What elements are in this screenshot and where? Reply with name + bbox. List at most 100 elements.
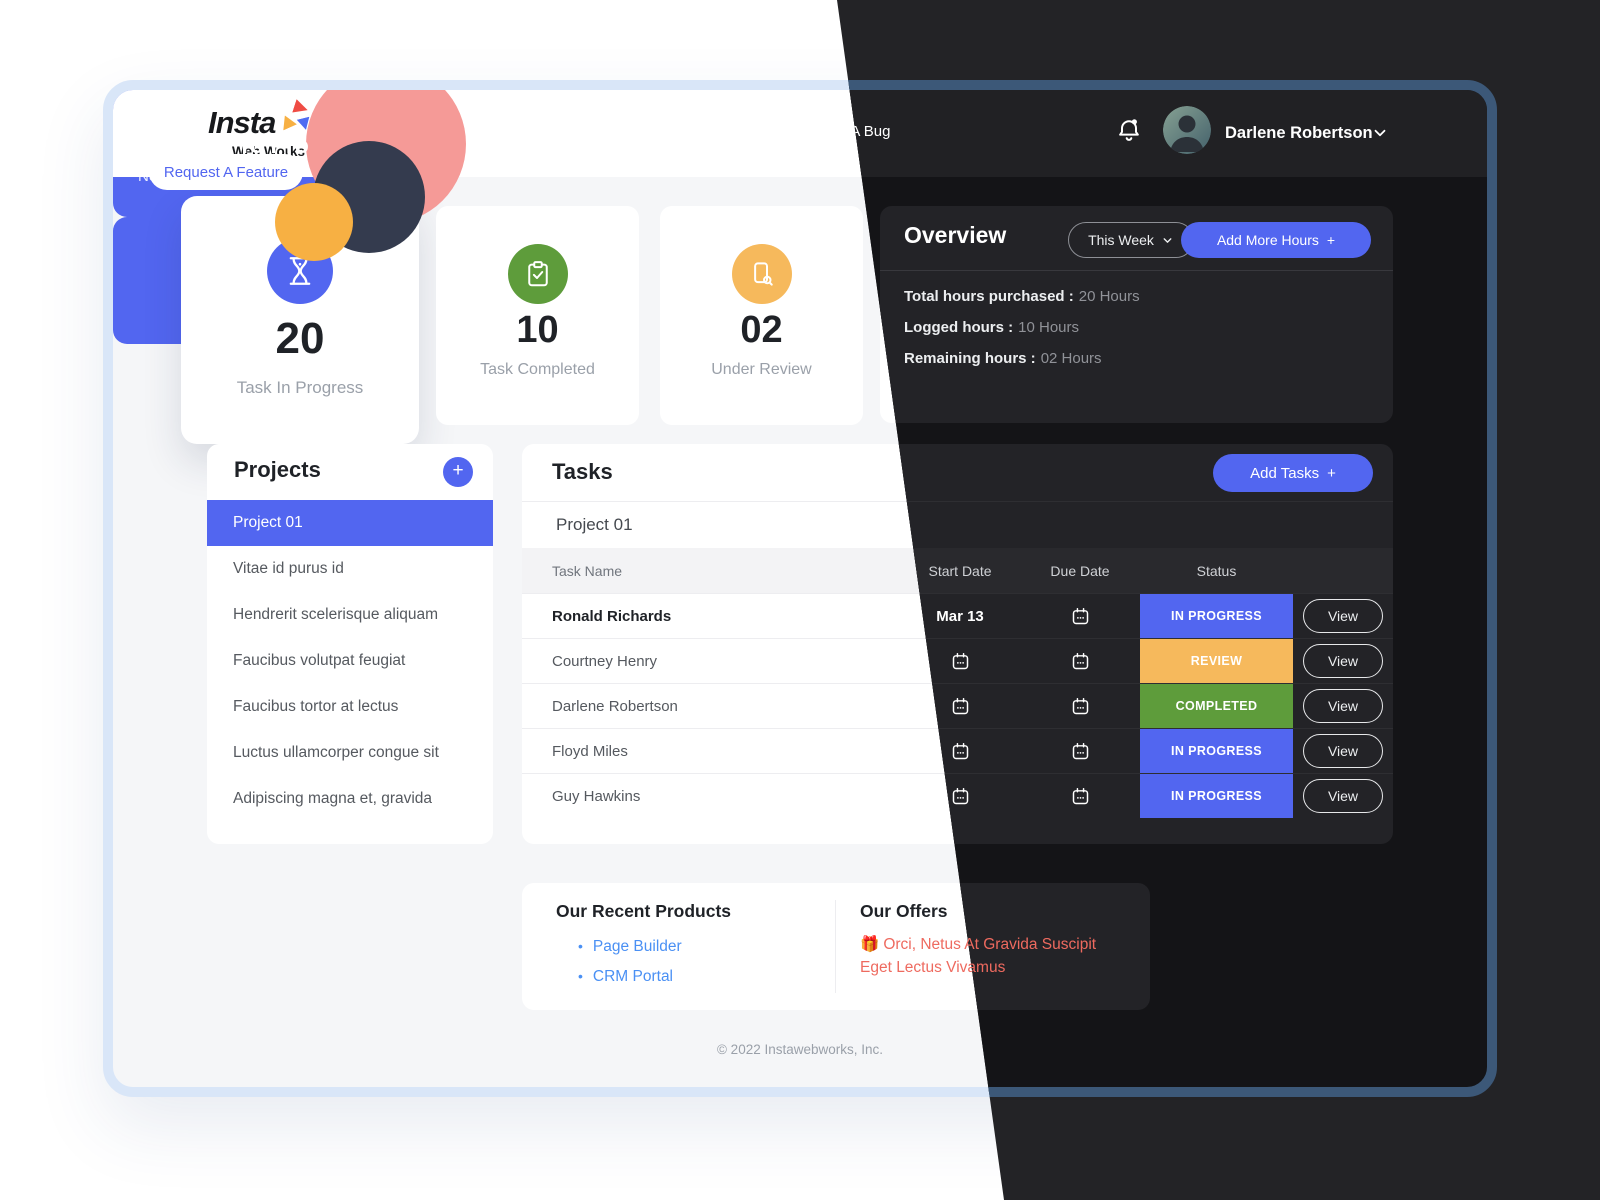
overview-row: Logged hours :10 Hours	[904, 319, 1079, 336]
task-name: Guy Hawkins	[552, 787, 641, 805]
column-header-due-date: Due Date	[1050, 562, 1110, 579]
upgrade-title: Upgrade To Pro	[138, 132, 309, 158]
contact-us-link[interactable]: Contact Us	[709, 122, 784, 140]
calendar-icon	[1070, 741, 1091, 762]
status-badge: COMPLETED	[1140, 684, 1293, 728]
calendar-icon	[950, 786, 971, 807]
overview-row-value: 02 Hours	[1040, 350, 1102, 367]
stat-label: Under Review	[711, 361, 812, 378]
overview-row-value: 20 Hours	[1078, 288, 1140, 305]
plus-icon: +	[1326, 232, 1336, 248]
view-button[interactable]: View	[1303, 644, 1383, 678]
calendar-icon	[1070, 696, 1091, 717]
view-button[interactable]: View	[1303, 734, 1383, 768]
overview-row: Total hours purchased :20 Hours	[904, 288, 1140, 305]
stat-label: Task Completed	[480, 361, 595, 378]
top-bar: Insta Web Works	[837, 90, 1487, 177]
table-row: Darlene Robertson COMPLETED View	[837, 683, 1393, 728]
status-badge: REVIEW	[1140, 639, 1293, 683]
user-avatar[interactable]	[1163, 106, 1211, 154]
overview-row: Remaining hours :02 Hours	[904, 350, 1102, 367]
project-item[interactable]: Luctus ullamcorper congue sit	[233, 744, 439, 761]
period-value: This Week	[1088, 232, 1154, 248]
product-link-label: CRM Portal	[592, 968, 674, 985]
vertical-divider	[835, 900, 836, 993]
decorative-circle-orange	[275, 183, 353, 261]
stat-value: 20	[275, 314, 325, 363]
calendar-icon	[1070, 651, 1091, 672]
task-name: Courtney Henry	[552, 652, 658, 670]
calendar-icon	[1070, 786, 1091, 807]
product-link[interactable]: • Page Builder	[578, 938, 682, 956]
bullet-icon: •	[578, 968, 583, 984]
chevron-down-icon	[1163, 237, 1172, 243]
calendar-icon	[950, 741, 971, 762]
calendar-icon	[950, 696, 971, 717]
project-item-selected[interactable]: Project 01	[207, 500, 493, 546]
clipboard-check-icon	[507, 244, 568, 304]
bullet-icon: •	[578, 938, 583, 954]
task-name: Floyd Miles	[552, 742, 628, 760]
notification-bell-icon[interactable]	[1115, 116, 1143, 146]
table-row: Ronald Richards Mar 13 IN PROGRESS View	[837, 593, 1393, 638]
user-name[interactable]: Darlene Robertson	[1225, 124, 1373, 142]
stat-card-completed: 10 Task Completed	[436, 206, 639, 425]
overview-row-label: Logged hours :	[904, 319, 1014, 336]
column-header-start-date: Start Date	[928, 562, 992, 579]
product-link-label: Page Builder	[592, 938, 682, 955]
logo-triangle-red-icon	[292, 99, 310, 117]
add-tasks-button[interactable]: Add Tasks +	[1213, 454, 1373, 492]
table-row: Courtney Henry REVIEW View	[837, 638, 1393, 683]
stat-card-under-review: 02 Under Review	[660, 206, 863, 425]
tasks-project-name: Project 01	[556, 515, 633, 534]
status-badge: IN PROGRESS	[1140, 774, 1293, 818]
overview-row-value: 10 Hours	[1018, 319, 1080, 336]
column-header-status: Status	[1196, 562, 1237, 579]
view-button[interactable]: View	[1303, 689, 1383, 723]
project-item[interactable]: Hendrerit scelerisque aliquam	[233, 606, 439, 623]
project-item[interactable]: Vitae id purus id	[233, 560, 344, 577]
logo-text: Insta	[208, 105, 276, 140]
status-badge: IN PROGRESS	[1140, 729, 1293, 773]
tasks-title: Tasks	[552, 459, 613, 484]
calendar-icon	[950, 651, 971, 672]
pipe-divider	[795, 122, 797, 140]
plus-icon: +	[1327, 464, 1336, 482]
project-item[interactable]: Faucibus volutpat feugiat	[233, 652, 406, 669]
plus-icon: +	[452, 460, 464, 481]
project-item[interactable]: Faucibus tortor at lectus	[233, 698, 399, 715]
add-tasks-label: Add Tasks	[1250, 464, 1320, 482]
table-row: Guy Hawkins IN PROGRESS View	[837, 773, 1393, 818]
overview-row-label: Remaining hours :	[904, 350, 1036, 367]
gift-icon: 🎁	[860, 936, 880, 953]
recent-products-title: Our Recent Products	[556, 901, 732, 921]
calendar-icon	[1070, 606, 1091, 627]
request-a-feature-button[interactable]: Request A Feature	[149, 154, 303, 190]
chevron-down-icon[interactable]	[1371, 124, 1389, 142]
projects-title: Projects	[234, 457, 321, 482]
column-header-task-name: Task Name	[552, 562, 623, 579]
add-more-hours-button[interactable]: Add More Hours +	[1181, 222, 1371, 258]
add-project-button[interactable]: +	[443, 457, 473, 487]
product-link[interactable]: • CRM Portal	[578, 968, 673, 986]
period-select[interactable]: This Week	[1068, 222, 1194, 258]
project-item[interactable]: Adipiscing magna et, gravida	[233, 790, 433, 807]
stat-value: 02	[740, 309, 783, 351]
overview-title: Overview	[904, 222, 1007, 248]
overview-panel: Overview This Week Add More Hours + Tota…	[880, 206, 1393, 423]
view-button[interactable]: View	[1303, 599, 1383, 633]
start-date: Mar 13	[936, 607, 984, 625]
overview-divider	[880, 270, 1393, 271]
offers-title: Our Offers	[860, 901, 948, 921]
status-badge: IN PROGRESS	[1140, 594, 1293, 638]
document-search-icon	[731, 244, 792, 304]
task-name: Ronald Richards	[552, 607, 672, 625]
tasks-table-header: Task Name Start Date Due Date Status	[837, 548, 1393, 593]
stat-label: Task In Progress	[236, 378, 364, 397]
add-more-hours-label: Add More Hours	[1216, 232, 1319, 248]
projects-panel: Projects + Project 01 Vitae id purus id …	[207, 444, 493, 844]
view-button[interactable]: View	[1303, 779, 1383, 813]
stat-value: 10	[516, 309, 559, 351]
overview-row-label: Total hours purchased :	[904, 288, 1074, 305]
task-name: Darlene Robertson	[552, 697, 678, 715]
